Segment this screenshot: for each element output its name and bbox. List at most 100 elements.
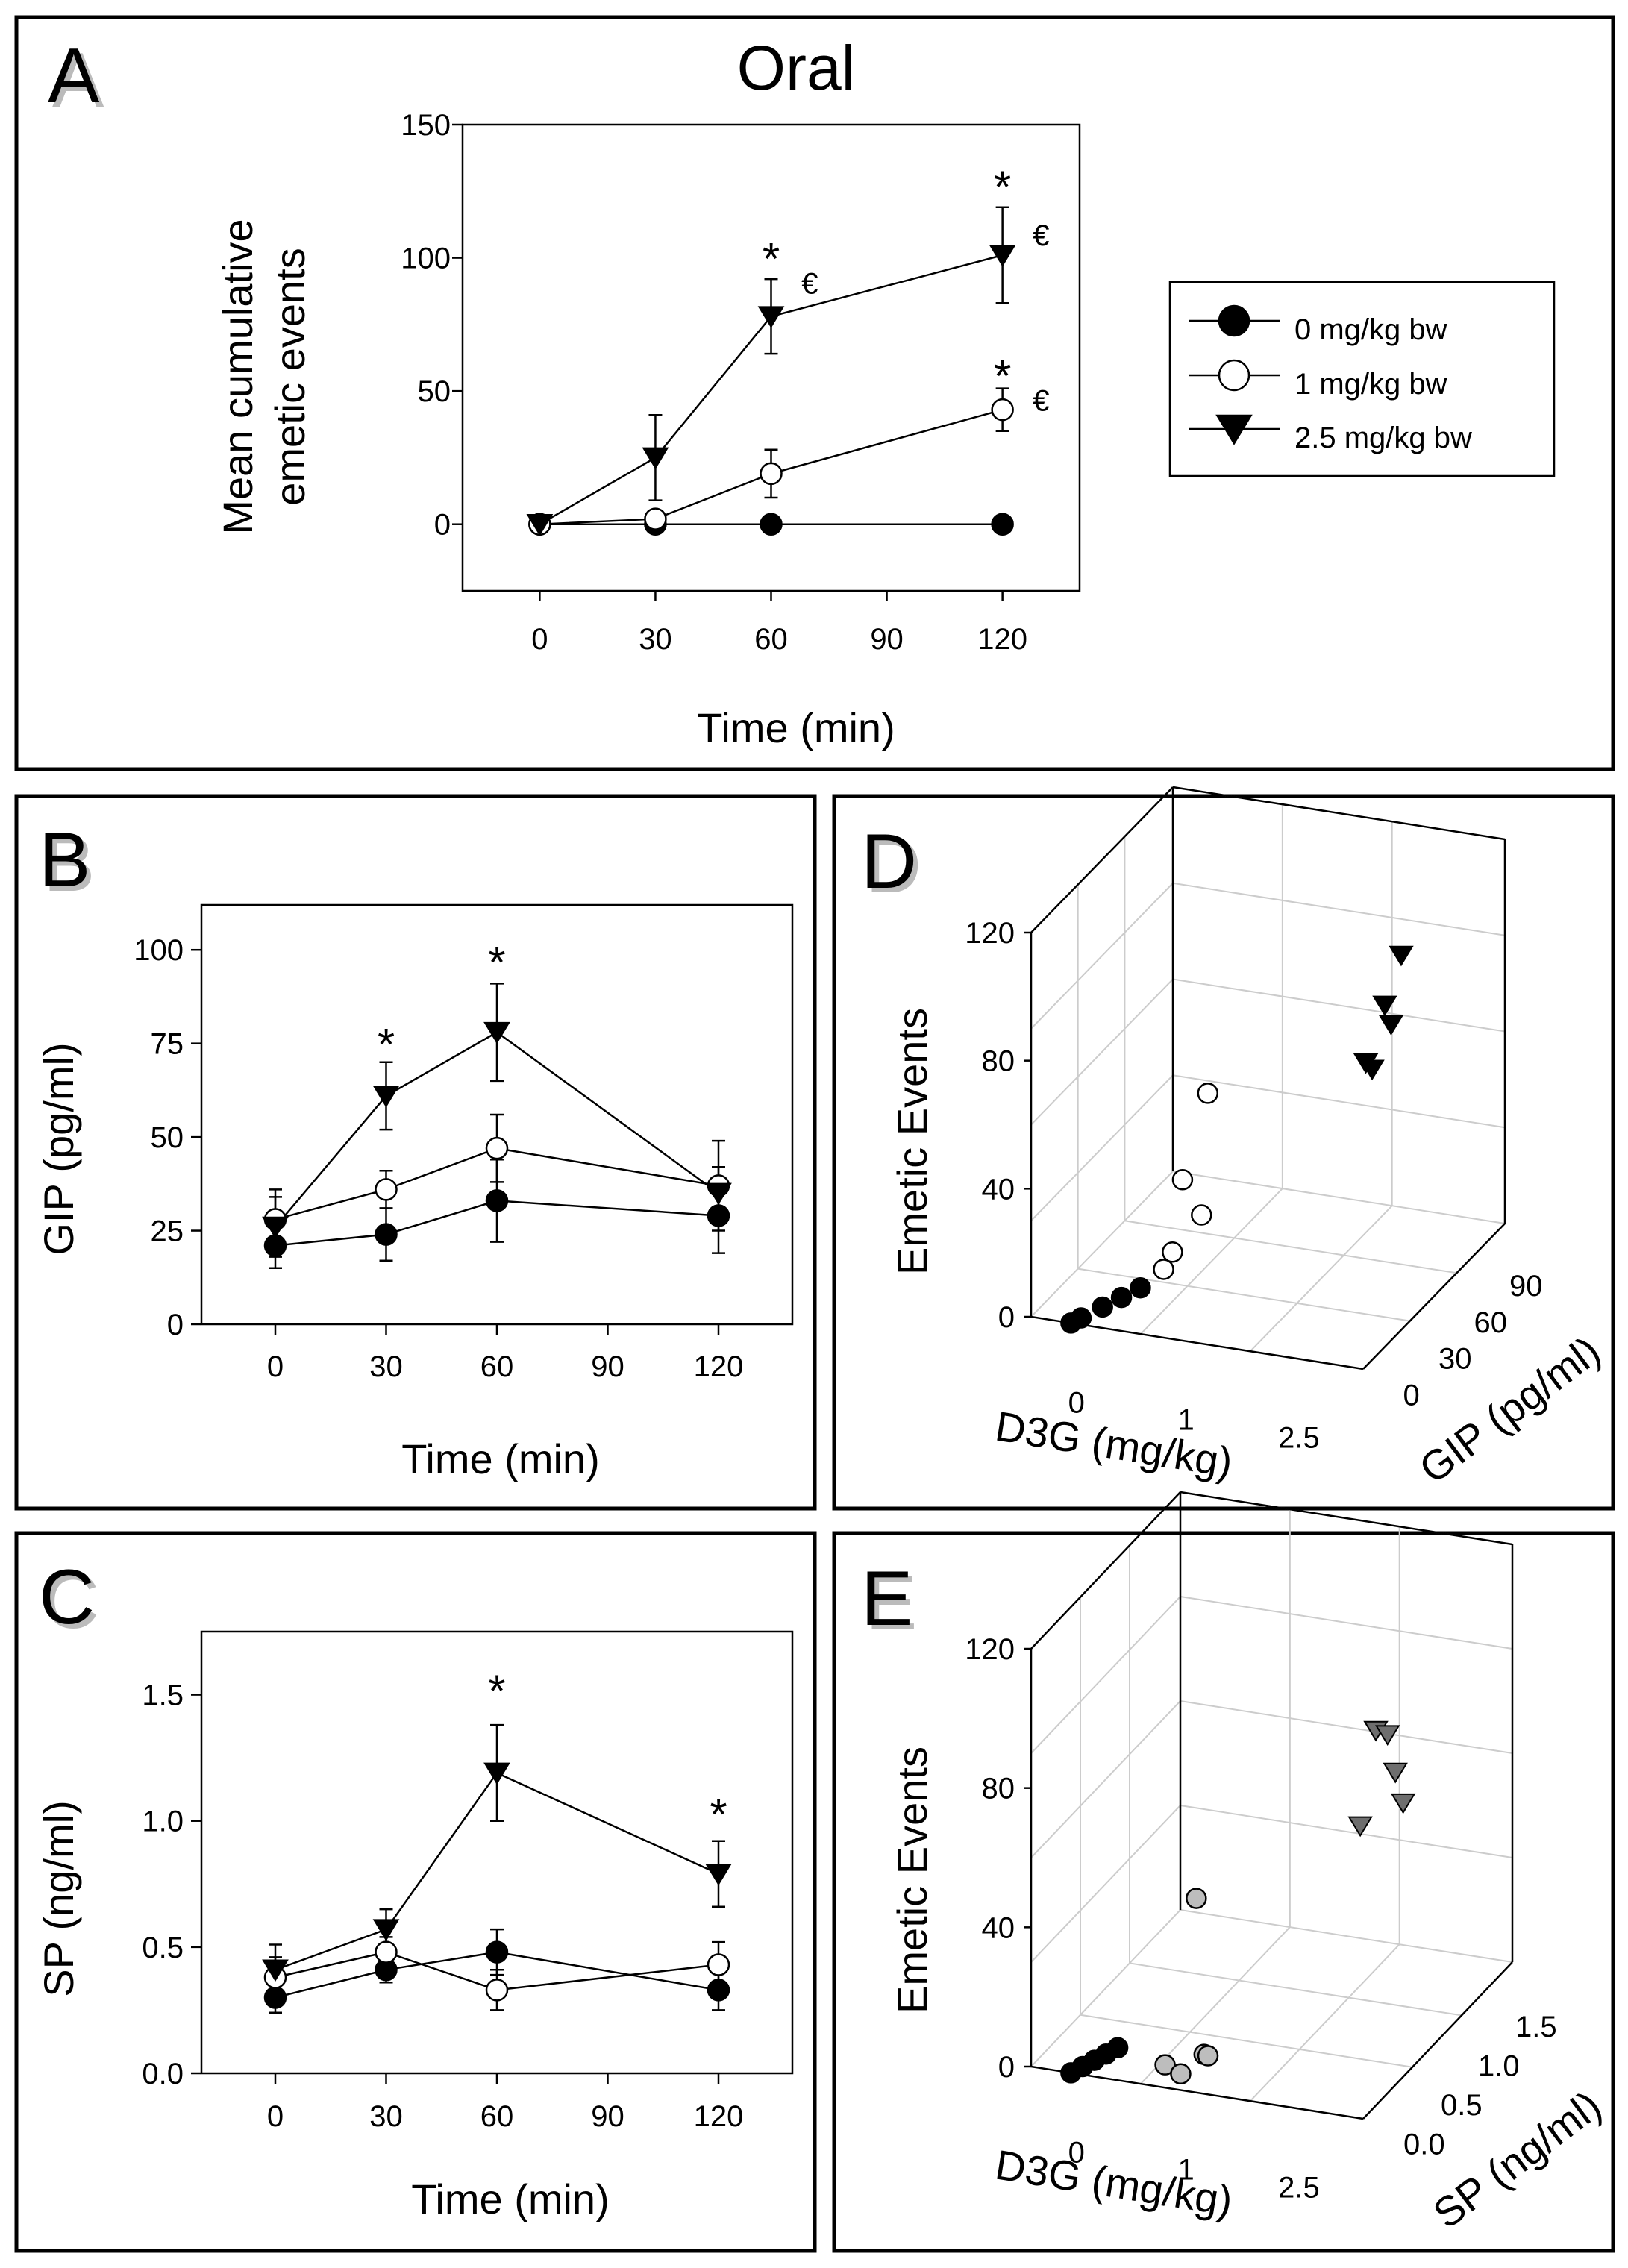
panel-d-ztick-label: 90 xyxy=(1509,1270,1543,1303)
panel-e-grid-back xyxy=(1180,1700,1513,1754)
panel-d-point xyxy=(1372,995,1397,1017)
panel-d-grid-floor xyxy=(1140,1188,1283,1335)
panel-d-ytick-label: 80 xyxy=(982,1045,1015,1078)
panel-d-edge xyxy=(1172,786,1506,841)
panel-b-ytick-label: 75 xyxy=(151,1028,184,1061)
panel-c-point-s1 xyxy=(375,1940,398,1964)
panel-d-grid-back xyxy=(1172,1074,1506,1129)
panel-c-xtick-label: 30 xyxy=(369,2100,403,2133)
panel-e-point xyxy=(1154,2054,1176,2076)
panel-b-series-line-1 xyxy=(275,1147,719,1221)
panel-c-point-s2 xyxy=(372,1919,400,1941)
panel-e-ylabel: Emetic Events xyxy=(889,1747,936,2014)
panel-c-series-line-2 xyxy=(275,1771,719,1971)
panel-d-grid-floor xyxy=(1249,1205,1393,1352)
panel-e-xtick-label: 2.5 xyxy=(1278,2171,1320,2204)
panel-e-frame xyxy=(832,1531,1615,2253)
panel-b-ytick-label: 100 xyxy=(134,934,184,967)
panel-a-point-s0 xyxy=(991,513,1014,536)
panel-a-point-s2 xyxy=(642,447,669,470)
panel-e-grid-left xyxy=(1030,1596,1181,1754)
panel-b-xtick-label: 120 xyxy=(694,1350,744,1383)
panel-e-ytick-label: 80 xyxy=(982,1773,1015,1805)
panel-d-ylabel: Emetic Events xyxy=(889,1008,936,1275)
panel-b-ytick-label: 0 xyxy=(167,1309,184,1341)
panel-label-b-shadow: B xyxy=(43,821,95,908)
panel-c-point-s1 xyxy=(485,1979,509,2002)
panel-b-xtick-label: 90 xyxy=(591,1350,624,1383)
panel-e-grid-floor xyxy=(1080,2014,1413,2068)
panel-e-point xyxy=(1347,1816,1373,1838)
panel-b-annotation: * xyxy=(378,1020,395,1070)
panel-a-point-s0 xyxy=(760,513,783,536)
panel-e-ztick-label: 1.5 xyxy=(1515,2011,1557,2043)
panel-e-xtick-label: 1 xyxy=(1177,2154,1194,2187)
panel-c-annotation: * xyxy=(710,1790,727,1840)
panel-e-grid-back xyxy=(1180,1805,1513,1858)
panel-b-frame xyxy=(14,794,817,1511)
panel-d-ztick-label: 60 xyxy=(1474,1306,1508,1339)
panel-e-grid-back xyxy=(1180,1909,1513,1963)
legend-label-2: 2.5 mg/kg bw xyxy=(1294,422,1472,454)
panel-b-point-s2 xyxy=(483,1021,510,1044)
panel-a-point-s1 xyxy=(991,398,1014,422)
panel-d-grid-back xyxy=(1172,978,1506,1033)
panel-d-ztick-label: 0 xyxy=(1403,1379,1420,1412)
panel-c-xlabel: Time (min) xyxy=(411,2175,609,2222)
panel-d-point xyxy=(1162,1241,1183,1263)
panel-label-a-shadow: A xyxy=(52,37,104,124)
panel-d-grid-floor xyxy=(1077,1268,1410,1322)
panel-b-series-line-0 xyxy=(275,1200,719,1247)
panel-e-point xyxy=(1375,1725,1400,1747)
panel-c-xtick-label: 60 xyxy=(480,2100,514,2133)
panel-b-ytick-label: 50 xyxy=(151,1121,184,1154)
panel-d-ytick-label: 120 xyxy=(965,917,1015,950)
panel-b-ytick-label: 25 xyxy=(151,1215,184,1248)
panel-e-ytick-label: 120 xyxy=(965,1633,1015,1666)
panel-a-annotation: * xyxy=(994,162,1011,212)
panel-a-xtick-label: 120 xyxy=(977,623,1027,656)
panel-label-a: A xyxy=(48,33,100,119)
panel-d-xtick-label: 0 xyxy=(1068,1387,1085,1420)
panel-d-edge xyxy=(1362,1223,1506,1370)
panel-label-c: C xyxy=(39,1554,95,1641)
panel-c-annotation: * xyxy=(488,1666,505,1716)
panel-d-xtick-label: 2.5 xyxy=(1278,1421,1320,1454)
panel-a-point-s2 xyxy=(526,513,554,536)
panel-d-ztick-label: 30 xyxy=(1438,1343,1472,1376)
panel-e-ytick-label: 40 xyxy=(982,1911,1015,1944)
panel-c-series-line-0 xyxy=(275,1951,719,1999)
panel-d-xtick-label: 1 xyxy=(1177,1404,1194,1437)
panel-a-annotation: € xyxy=(801,267,818,300)
panel-a-xlabel: Time (min) xyxy=(697,704,895,751)
panel-label-e-shadow: E xyxy=(865,1560,917,1647)
panel-b-xlabel: Time (min) xyxy=(401,1435,599,1482)
panel-e-ztick-label: 0.5 xyxy=(1441,2089,1483,2122)
panel-a-annotation: * xyxy=(994,351,1011,401)
panel-a-ylabel-line1: Mean cumulative xyxy=(214,219,261,534)
panel-d-point xyxy=(1092,1296,1113,1318)
panel-a-annotation: € xyxy=(1033,219,1049,252)
panel-d-grid-floor xyxy=(1124,1220,1457,1274)
panel-c-ytick-label: 0.0 xyxy=(142,2058,184,2090)
panel-e-grid-left xyxy=(1030,1700,1181,1858)
panel-label-b: B xyxy=(39,817,90,903)
panel-c-point-s2 xyxy=(483,1762,510,1785)
panel-e-grid-floor xyxy=(1249,1943,1400,2102)
panel-e-point xyxy=(1383,1762,1408,1784)
panel-b-point-s0 xyxy=(375,1223,398,1246)
panel-b-point-s2 xyxy=(262,1216,289,1239)
panel-d-point xyxy=(1191,1204,1212,1226)
panel-b-annotation: * xyxy=(488,937,505,987)
legend-label-0: 0 mg/kg bw xyxy=(1294,313,1447,346)
panel-d-point xyxy=(1070,1307,1092,1329)
panel-a-point-s2 xyxy=(989,245,1016,267)
legend-label-1: 1 mg/kg bw xyxy=(1294,368,1447,401)
panel-e-edge xyxy=(1362,1961,1513,2120)
panel-b-ylabel: GIP (pg/ml) xyxy=(35,1042,82,1255)
panel-e-ytick-label: 0 xyxy=(998,2051,1015,2084)
panel-a-point-s2 xyxy=(757,306,785,328)
panel-e-point xyxy=(1186,1888,1207,1909)
panel-d-ytick-label: 40 xyxy=(982,1173,1015,1206)
